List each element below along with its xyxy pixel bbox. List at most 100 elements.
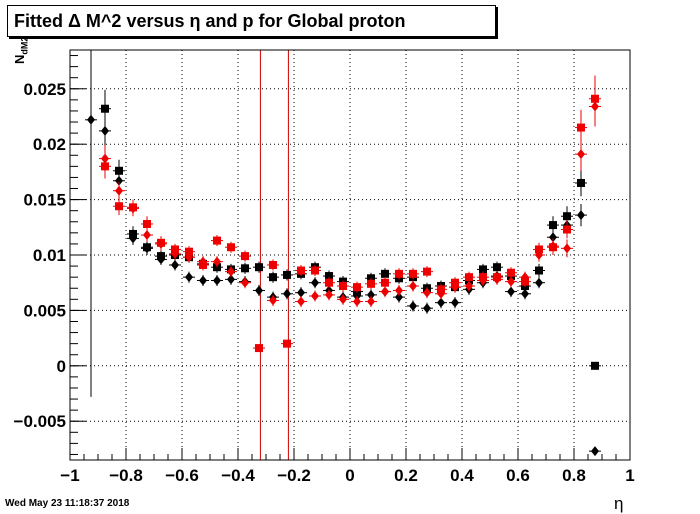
diamond-marker [367, 289, 375, 300]
square-marker [255, 344, 263, 353]
y-tick-label: 0.01 [33, 246, 66, 265]
diamond-marker [577, 149, 585, 160]
square-marker [591, 94, 599, 103]
square-marker [157, 238, 165, 247]
axis-ticks [69, 55, 631, 460]
diamond-marker [241, 277, 249, 288]
x-tick-label: 0 [345, 466, 354, 485]
square-marker [367, 279, 375, 288]
diamond-marker [535, 277, 543, 288]
square-marker [381, 269, 389, 278]
diamond-marker [213, 256, 221, 267]
diamond-marker [311, 277, 319, 288]
tick-labels: −1 −0.8 −0.6 −0.4 −0.2 0 0.2 0.4 0.6 0.8 1 −0.005 0 0… [14, 80, 635, 485]
square-marker [185, 247, 193, 256]
diamond-marker [199, 275, 207, 286]
diamond-marker [409, 300, 417, 311]
square-marker [255, 263, 263, 272]
diamond-marker [451, 297, 459, 308]
square-marker [591, 361, 599, 370]
diamond-marker [507, 276, 515, 287]
y-axis-label-text: NdM2 [12, 37, 30, 64]
x-tick-label: 0.8 [562, 466, 586, 485]
square-marker [325, 278, 333, 287]
square-marker [311, 266, 319, 275]
diamond-marker [297, 296, 305, 307]
square-marker [549, 243, 557, 252]
x-tick-label: 0.6 [506, 466, 530, 485]
diamond-marker [549, 232, 557, 243]
x-tick-label: −0.4 [221, 466, 255, 485]
diamond-marker [297, 287, 305, 298]
y-tick-label: 0.025 [23, 80, 66, 99]
square-marker [353, 283, 361, 292]
x-tick-label: 1 [625, 466, 634, 485]
x-axis-label: η [614, 494, 624, 513]
y-axis-label: NdM2 [12, 37, 42, 88]
y-tick-label: 0 [57, 357, 66, 376]
square-marker [451, 278, 459, 287]
diamond-marker [171, 259, 179, 270]
square-marker [199, 260, 207, 269]
diamond-marker [213, 275, 221, 286]
diamond-marker [437, 297, 445, 308]
diamond-marker [325, 289, 333, 300]
diamond-marker [255, 285, 263, 296]
diamond-marker [367, 296, 375, 307]
x-tick-label: −1 [60, 466, 79, 485]
diamond-marker [185, 272, 193, 283]
diamond-marker [115, 185, 123, 196]
square-marker [493, 263, 501, 272]
diamond-marker [409, 281, 417, 292]
y-tick-label: 0.005 [23, 301, 66, 320]
square-marker [269, 260, 277, 269]
square-marker [129, 203, 137, 212]
square-marker [423, 267, 431, 276]
diamond-marker [283, 288, 291, 299]
diamond-marker [423, 303, 431, 314]
timestamp: Wed May 23 11:18:37 2018 [5, 498, 130, 509]
square-marker [493, 273, 501, 282]
square-marker [269, 273, 277, 282]
square-marker [549, 221, 557, 230]
x-tick-label: −0.8 [109, 466, 143, 485]
square-marker [437, 285, 445, 294]
square-marker [157, 252, 165, 261]
x-tick-label: −0.2 [277, 466, 311, 485]
square-marker [143, 219, 151, 228]
vertical-markers [259, 50, 289, 460]
y-axis-label-main: N [12, 54, 27, 64]
y-axis-label-sub: dM2 [19, 36, 30, 55]
y-tick-label: 0.015 [23, 191, 66, 210]
data-points [85, 50, 601, 457]
square-marker [283, 270, 291, 279]
chart-title: Fitted Δ M^2 versus η and p for Global p… [14, 10, 406, 31]
square-marker [143, 243, 151, 252]
diamond-marker [381, 286, 389, 297]
square-marker [479, 273, 487, 282]
x-tick-label: 0.2 [394, 466, 418, 485]
diamond-marker [269, 295, 277, 306]
y-tick-label: −0.005 [14, 412, 66, 431]
diamond-marker [423, 287, 431, 298]
diamond-marker [143, 230, 151, 241]
diamond-marker [227, 274, 235, 285]
square-marker [577, 178, 585, 187]
diamond-marker [101, 125, 109, 136]
square-marker [339, 282, 347, 291]
square-marker [241, 252, 249, 261]
square-marker [129, 229, 137, 238]
y-tick-label: 0.02 [33, 135, 66, 154]
diamond-marker [353, 296, 361, 307]
square-marker [115, 202, 123, 211]
square-marker [213, 236, 221, 245]
square-marker [101, 104, 109, 113]
square-marker [521, 277, 529, 286]
square-marker [101, 162, 109, 171]
square-marker [577, 123, 585, 132]
diamond-marker [591, 446, 599, 457]
diamond-marker [507, 286, 515, 297]
square-marker [227, 243, 235, 252]
square-marker [563, 212, 571, 221]
diamond-marker [339, 294, 347, 305]
